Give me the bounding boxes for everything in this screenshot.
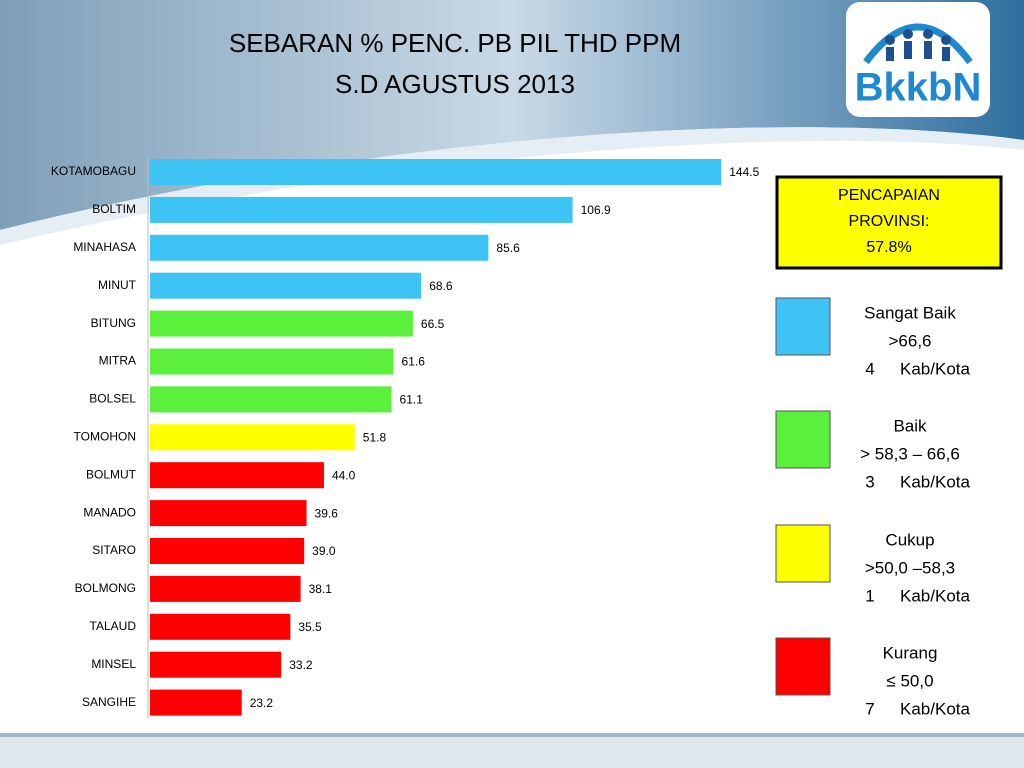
- bar: [150, 348, 394, 375]
- bar: [150, 159, 722, 185]
- category-label: MINAHASA: [73, 240, 136, 254]
- legend-count: 4: [865, 359, 874, 378]
- category-label: KOTAMOBAGU: [51, 164, 136, 178]
- value-label: 144.5: [729, 165, 759, 179]
- legend-range: > 58,3 – 66,6: [860, 444, 960, 463]
- annotation-text: 57.8%: [866, 239, 911, 256]
- legend-swatch: [775, 297, 831, 356]
- legend-unit: Kab/Kota: [900, 359, 970, 378]
- value-label: 23.2: [250, 696, 274, 710]
- logo-text: BkkbN: [855, 66, 982, 110]
- bar: [150, 575, 301, 602]
- annotation-text: PENCAPAIAN: [838, 187, 940, 204]
- value-label: 66.5: [421, 317, 445, 331]
- bar: [150, 462, 324, 489]
- legend-unit: Kab/Kota: [900, 586, 970, 605]
- legend-count: 7: [865, 699, 874, 718]
- bar: [150, 538, 305, 564]
- category-label: BOLMUT: [86, 467, 137, 481]
- category-label: BOLTIM: [92, 202, 136, 216]
- value-label: 106.9: [581, 203, 611, 217]
- value-label: 61.6: [402, 355, 426, 369]
- chart-subtitle: S.D AGUSTUS 2013: [335, 69, 575, 99]
- legend-swatch: [775, 637, 831, 696]
- legend-label: Cukup: [885, 530, 934, 549]
- annotation-box: [775, 175, 1003, 270]
- value-label: 51.8: [363, 430, 387, 444]
- annotation-text: PROVINSI:: [849, 213, 930, 230]
- legend-unit: Kab/Kota: [900, 699, 970, 718]
- bar: [150, 386, 392, 413]
- logo-arch: [863, 23, 973, 65]
- category-label: MITRA: [99, 354, 136, 368]
- value-label: 68.6: [429, 279, 453, 293]
- footer-band: [0, 733, 1024, 768]
- category-label: BOLSEL: [89, 392, 136, 406]
- value-label: 35.5: [298, 620, 322, 634]
- bar: [150, 651, 282, 678]
- category-label: TALAUD: [90, 619, 137, 633]
- logo-figures: [885, 29, 951, 61]
- category-label: BOLMONG: [75, 581, 136, 595]
- value-label: 33.2: [289, 658, 313, 672]
- legend-range: >66,6: [888, 331, 931, 350]
- legend-swatch: [775, 524, 831, 583]
- value-label: 85.6: [496, 241, 520, 255]
- value-label: 44.0: [332, 468, 356, 482]
- chart-title: SEBARAN % PENC. PB PIL THD PPM: [229, 28, 681, 58]
- value-label: 38.1: [309, 582, 333, 596]
- category-label: MANADO: [83, 505, 136, 519]
- bar: [150, 234, 489, 261]
- bar: [150, 500, 307, 527]
- bar: [150, 310, 413, 337]
- legend-unit: Kab/Kota: [900, 472, 970, 491]
- value-label: 39.6: [315, 506, 339, 520]
- bar: [150, 613, 291, 640]
- legend-count: 1: [865, 586, 874, 605]
- category-label: MINUT: [98, 278, 137, 292]
- category-label: SANGIHE: [82, 695, 136, 709]
- legend-label: Kurang: [883, 643, 938, 662]
- logo-box: [846, 2, 990, 117]
- bar: [150, 272, 422, 299]
- category-label: MINSEL: [91, 657, 136, 671]
- header-curve: [0, 127, 1024, 245]
- value-label: 61.1: [400, 393, 424, 407]
- legend-count: 3: [865, 472, 874, 491]
- bar: [150, 196, 573, 223]
- bar: [150, 689, 242, 716]
- value-label: 39.0: [312, 544, 336, 558]
- category-label: BITUNG: [91, 316, 136, 330]
- legend-swatch: [775, 410, 831, 469]
- legend-label: Sangat Baik: [864, 303, 956, 322]
- legend-label: Baik: [893, 416, 927, 435]
- legend-range: ≤ 50,0: [886, 671, 933, 690]
- legend-range: >50,0 –58,3: [865, 558, 955, 577]
- category-label: SITARO: [92, 543, 136, 557]
- footer-line: [0, 733, 1024, 737]
- category-label: TOMOHON: [74, 429, 136, 443]
- bar: [150, 424, 355, 451]
